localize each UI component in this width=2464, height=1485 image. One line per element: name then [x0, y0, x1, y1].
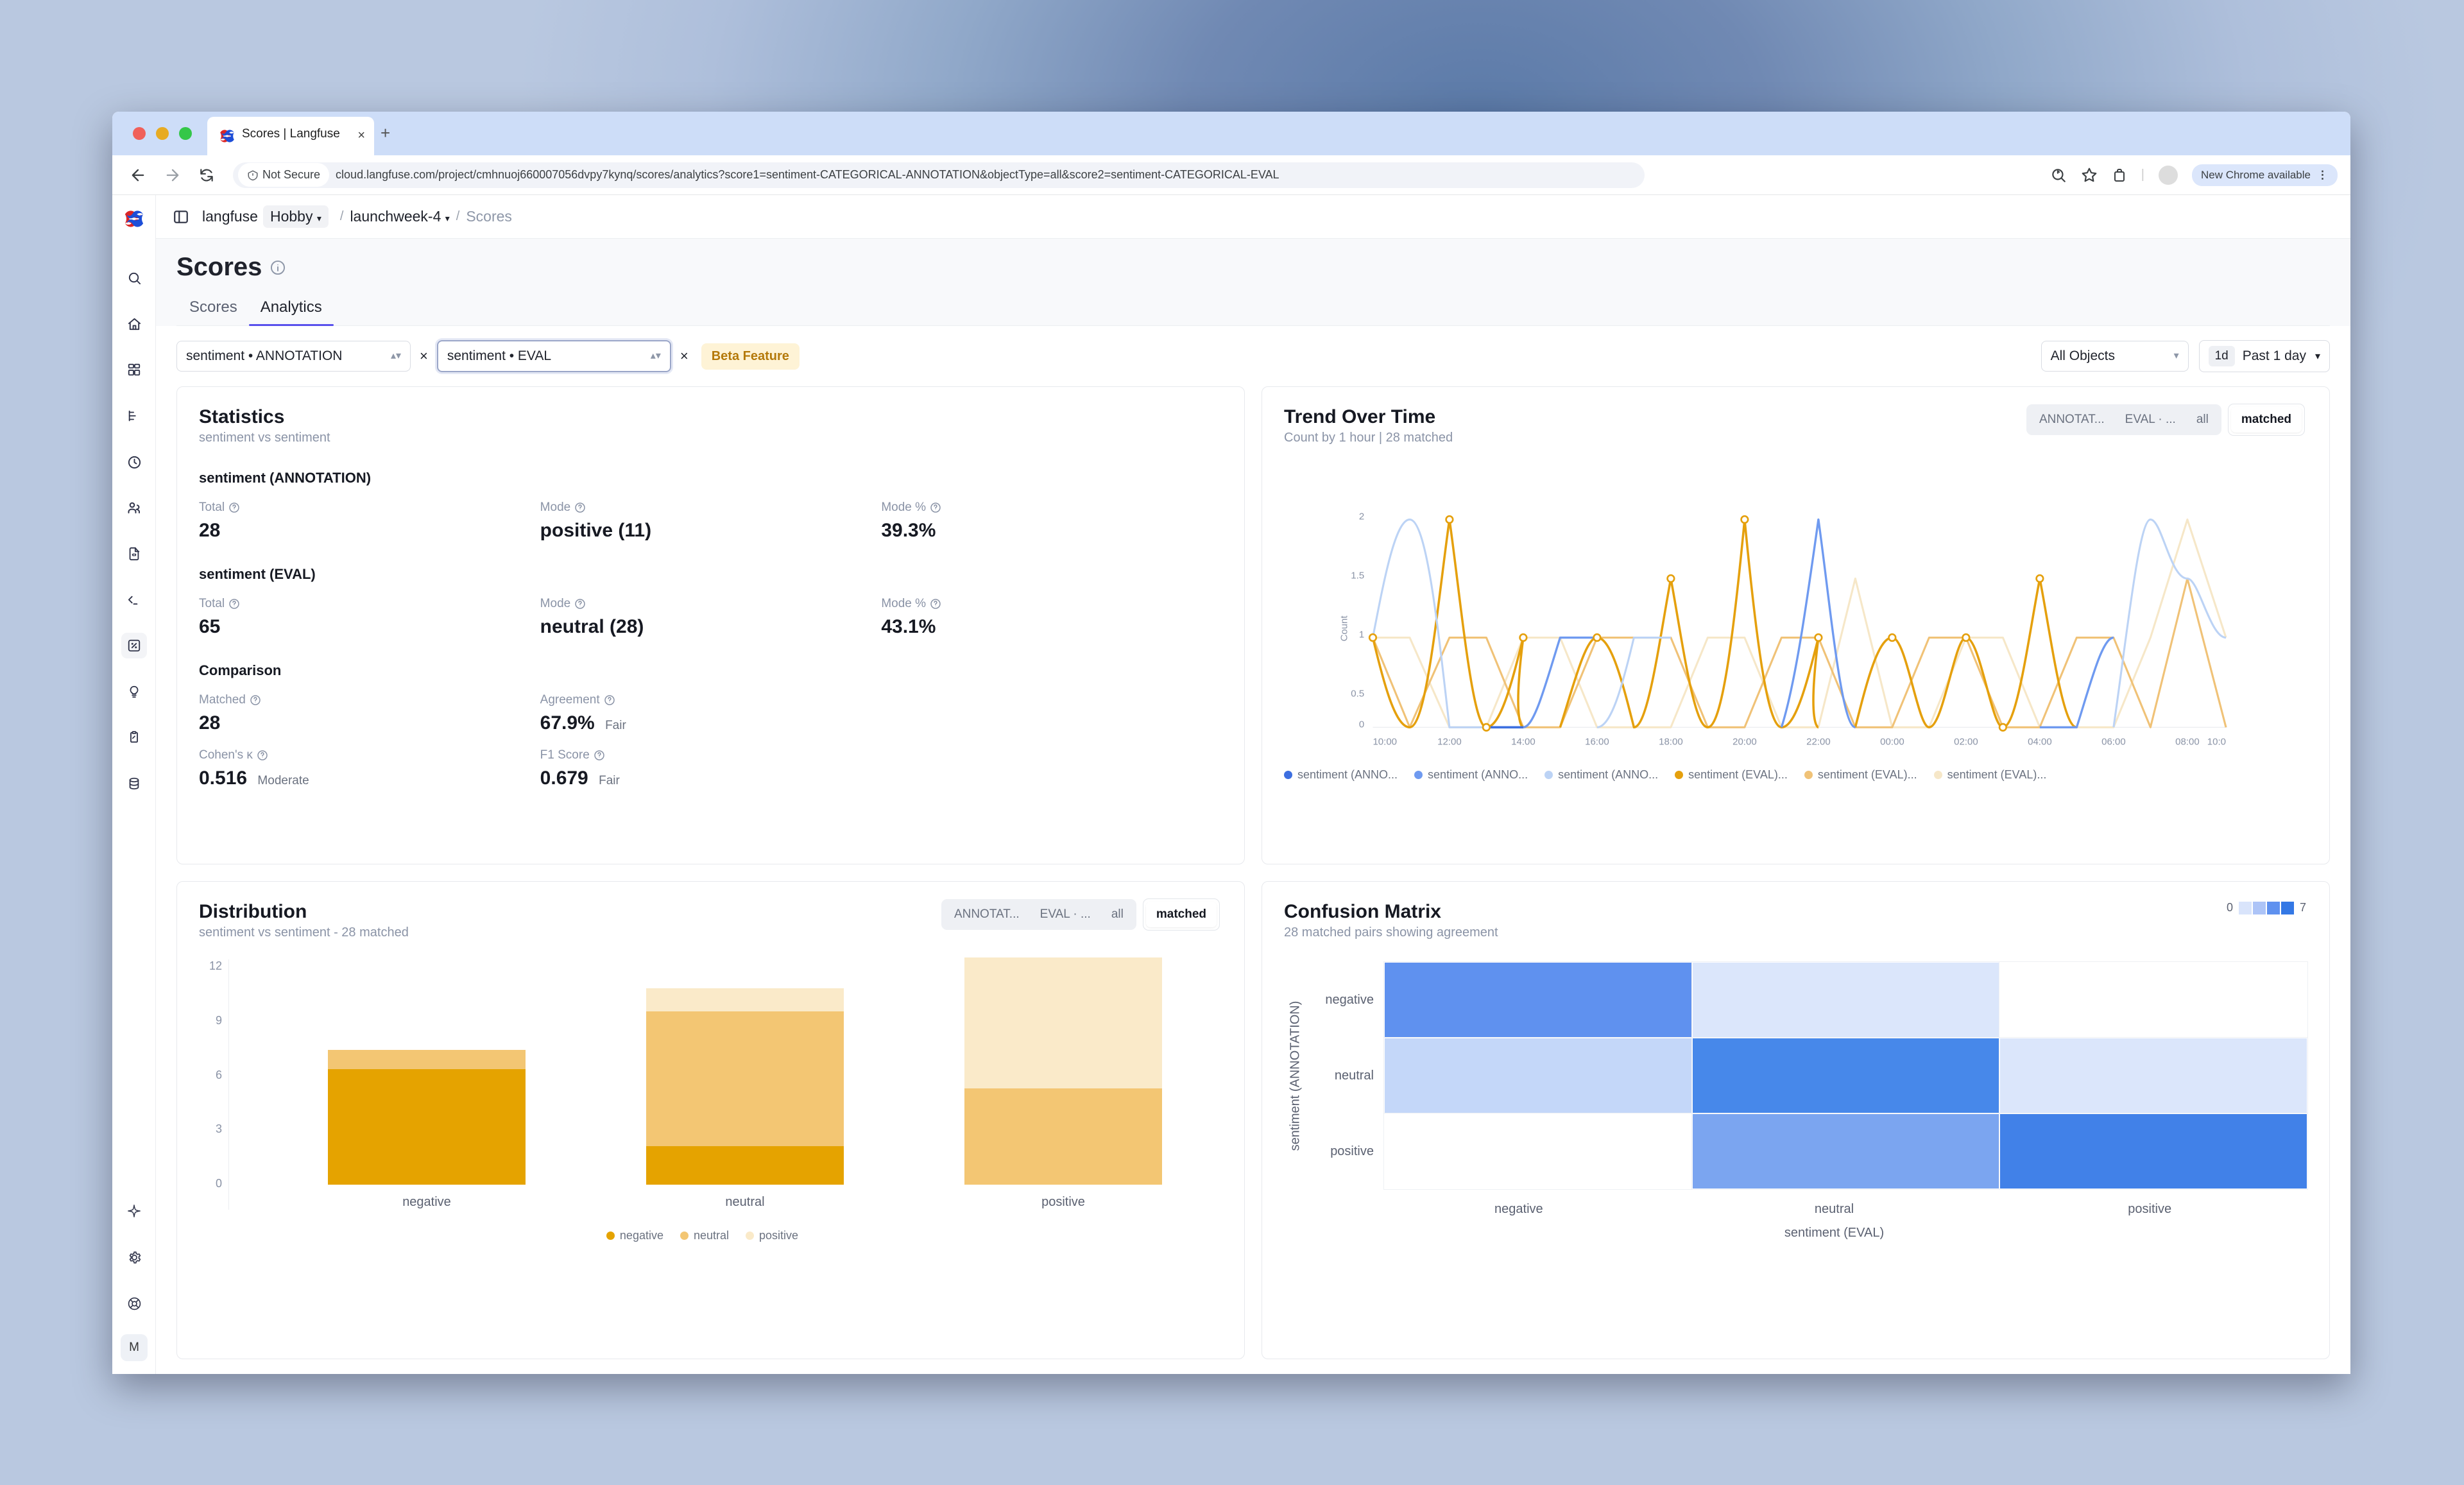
svg-text:18:00: 18:00: [1659, 737, 1683, 748]
svg-text:1: 1: [1359, 630, 1364, 640]
svg-text:08:00: 08:00: [2175, 737, 2200, 748]
svg-text:04:00: 04:00: [2028, 737, 2052, 748]
svg-text:0.5: 0.5: [1351, 689, 1364, 700]
svg-text:1.5: 1.5: [1351, 571, 1364, 581]
svg-text:16:00: 16:00: [1585, 737, 1609, 748]
svg-text:22:00: 22:00: [1806, 737, 1831, 748]
svg-text:06:00: 06:00: [2101, 737, 2126, 748]
svg-text:14:00: 14:00: [1511, 737, 1536, 748]
svg-text:10:00: 10:00: [1373, 737, 1397, 748]
svg-text:2: 2: [1359, 511, 1364, 522]
svg-text:00:00: 00:00: [1880, 737, 1904, 748]
svg-text:0: 0: [1359, 719, 1364, 730]
svg-text:20:00: 20:00: [1733, 737, 1757, 748]
svg-text:10:0: 10:0: [2207, 737, 2226, 748]
svg-text:12:00: 12:00: [1437, 737, 1462, 748]
svg-text:Count: Count: [1339, 615, 1350, 642]
svg-text:02:00: 02:00: [1954, 737, 1978, 748]
